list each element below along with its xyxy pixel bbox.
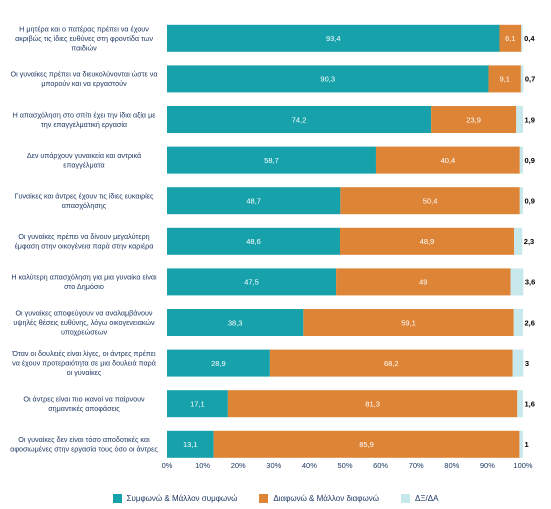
data-label-disagree: 40,4 <box>441 156 456 165</box>
data-label-disagree: 6,1 <box>505 34 515 43</box>
bar-segment-agree <box>167 349 270 377</box>
bar-segment-agree <box>167 24 500 52</box>
category-label: Η απασχόληση στο σπίτι έχει την ίδια αξί… <box>13 110 157 129</box>
bar-segment-disagree <box>269 349 513 377</box>
bar-segment-disagree <box>375 146 520 174</box>
bar-segment-dkna <box>514 227 523 255</box>
data-label-disagree: 50,4 <box>423 197 438 206</box>
data-label-agree: 90,3 <box>320 75 335 84</box>
category-label: Οι γυναίκες αποφεύγουν να αναλαμβάνουν υψ… <box>13 309 155 337</box>
data-label-agree: 48,7 <box>246 197 261 206</box>
category-label: Οι άντρες είναι πιο ικανοί να παίρνουν ση… <box>23 394 145 413</box>
data-label-dkna: 0,9 <box>525 197 535 206</box>
bar-segment-agree <box>167 430 214 458</box>
category-label: Η καλύτερη απασχόληση για μια γυναίκα εί… <box>11 273 157 292</box>
legend-item-disagree: Διαφωνώ & Μάλλον διαφωνώ <box>259 493 379 503</box>
bar-segment-dkna <box>510 268 524 296</box>
data-label-disagree: 85,9 <box>359 440 374 449</box>
bar-segment-disagree <box>336 268 511 296</box>
data-label-agree: 38,3 <box>228 318 243 327</box>
bar-segment-disagree <box>340 187 520 215</box>
legend-label-dkna: ΔΞ/ΔΑ <box>414 493 439 503</box>
bar-segment-disagree <box>499 24 522 52</box>
data-label-disagree: 23,9 <box>466 115 481 124</box>
x-tick-label: 100% <box>513 461 533 470</box>
bar-segment-dkna <box>513 309 523 336</box>
data-label-dkna: 2,6 <box>525 318 535 327</box>
legend-swatch-agree <box>112 493 122 503</box>
bar-segment-agree <box>167 227 341 255</box>
bar-segment-disagree <box>340 227 515 255</box>
legend-swatch-disagree <box>259 493 269 503</box>
legend-label-disagree: Διαφωνώ & Μάλλον διαφωνώ <box>273 493 379 503</box>
data-label-agree: 74,2 <box>292 115 307 124</box>
bar-segment-dkna <box>516 106 523 133</box>
data-label-agree: 28,9 <box>211 359 226 368</box>
bar-segment-dkna <box>519 430 523 458</box>
bar-segment-disagree <box>488 65 521 93</box>
data-label-dkna: 1,6 <box>525 400 535 409</box>
data-label-dkna: 0,7 <box>525 75 535 84</box>
category-label: Οι γυναίκες δεν είναι τόσο αποδοτικές κα… <box>10 435 158 454</box>
data-label-disagree: 68,2 <box>384 359 399 368</box>
bar-segment-agree <box>167 268 337 296</box>
category-label: Οι γυναίκες πρέπει να δίνουν μεγαλύτερη έ… <box>15 232 154 251</box>
bar-segment-disagree <box>303 309 514 336</box>
data-label-disagree: 48,9 <box>420 237 435 246</box>
bar-segment-agree <box>167 309 304 336</box>
x-tick-label: 50% <box>337 461 352 470</box>
data-label-dkna: 1 <box>525 440 529 449</box>
data-label-disagree: 49 <box>419 278 427 287</box>
data-label-agree: 13,1 <box>183 440 198 449</box>
bar-segment-disagree <box>431 106 517 133</box>
x-tick-label: 90% <box>480 461 495 470</box>
x-tick-label: 40% <box>302 461 317 470</box>
x-tick-label: 10% <box>195 461 210 470</box>
bar-segment-dkna <box>512 349 524 377</box>
bar-segment-dkna <box>520 65 524 93</box>
category-label: Οι γυναίκες πρέπει να διευκολύνονται ώστ… <box>10 70 157 89</box>
category-label: Δεν υπάρχουν γυναικεία και αντρικά επαγγέ… <box>27 151 141 170</box>
data-label-agree: 48,6 <box>246 237 261 246</box>
data-label-agree: 17,1 <box>190 400 205 409</box>
data-label-agree: 93,4 <box>326 34 341 43</box>
bar-segment-agree <box>167 187 341 215</box>
x-tick-label: 80% <box>444 461 459 470</box>
bar-segment-disagree <box>213 430 520 458</box>
x-tick-label: 70% <box>409 461 424 470</box>
data-label-dkna: 2,3 <box>524 237 534 246</box>
data-label-dkna: 0,4 <box>524 34 535 43</box>
data-label-dkna: 3 <box>525 359 529 368</box>
stacked-bar-chart: Η μητέρα και ο πατέρας πρέπει να έχουν ακ… <box>10 24 535 470</box>
legend-swatch-dkna <box>400 493 410 503</box>
data-label-agree: 47,5 <box>244 278 259 287</box>
x-tick-label: 0% <box>162 461 173 470</box>
data-label-disagree: 9,1 <box>499 75 509 84</box>
bar-segment-agree <box>167 390 228 418</box>
data-label-dkna: 3,6 <box>525 278 535 287</box>
legend-item-dkna: ΔΞ/ΔΑ <box>400 493 439 503</box>
category-label: Η μητέρα και ο πατέρας πρέπει να έχουν ακ… <box>15 24 153 52</box>
data-label-dkna: 1,9 <box>525 115 535 124</box>
category-label: Γυναίκες και άντρες έχουν τις ίδιες ευκα… <box>15 191 154 210</box>
bar-segment-agree <box>167 65 489 93</box>
data-label-disagree: 81,3 <box>365 400 380 409</box>
category-label: Όταν οι δουλειές είναι λίγες, οι άντρες … <box>11 349 156 377</box>
bar-segment-agree <box>167 106 432 133</box>
bar-segment-dkna <box>517 390 523 418</box>
x-tick-label: 30% <box>266 461 281 470</box>
data-label-agree: 58,7 <box>264 156 279 165</box>
bar-segment-agree <box>167 146 376 174</box>
data-label-dkna: 0,9 <box>525 156 535 165</box>
chart-legend: Συμφωνώ & Μάλλον συμφωνώ Διαφωνώ & Μάλλο… <box>0 491 551 505</box>
data-label-disagree: 59,1 <box>401 318 416 327</box>
legend-item-agree: Συμφωνώ & Μάλλον συμφωνώ <box>112 493 238 503</box>
bar-segment-disagree <box>227 390 518 418</box>
x-tick-label: 20% <box>231 461 246 470</box>
bar-segment-dkna <box>521 24 523 52</box>
bar-segment-dkna <box>519 187 523 215</box>
legend-label-agree: Συμφωνώ & Μάλλον συμφωνώ <box>126 493 238 503</box>
x-tick-label: 60% <box>373 461 388 470</box>
bar-segment-dkna <box>519 146 523 174</box>
